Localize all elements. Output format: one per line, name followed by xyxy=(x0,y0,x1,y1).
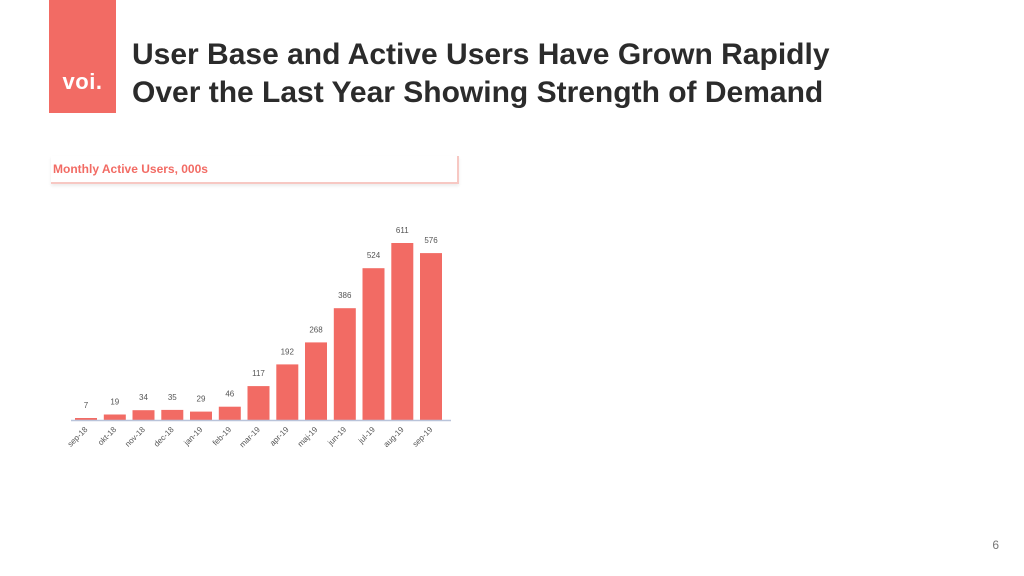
data-label-jan-19: 29 xyxy=(197,395,206,404)
tick-label-apr-19: apr-19 xyxy=(268,425,291,448)
bar-maj-19 xyxy=(305,342,327,420)
chart-title-box: Monthly Active Users, 000s xyxy=(51,156,459,184)
tick-label-maj-19: maj-19 xyxy=(296,425,320,449)
data-label-sep-19: 576 xyxy=(424,236,438,245)
chart-title: Monthly Active Users, 000s xyxy=(53,162,208,176)
data-label-sep-18: 7 xyxy=(84,401,89,410)
data-label-mar-19: 117 xyxy=(252,369,265,378)
tick-label-nov-18: nov-18 xyxy=(123,425,147,449)
data-label-jun-19: 386 xyxy=(338,291,352,300)
bar-jul-19 xyxy=(362,268,385,420)
voi-logo: voi. xyxy=(62,69,103,94)
bar-nov-18 xyxy=(132,410,155,420)
bar-dec-18 xyxy=(161,409,184,420)
slide-title: User Base and Active Users Have Grown Ra… xyxy=(132,36,1002,112)
tick-label-sep-18: sep-18 xyxy=(66,425,90,449)
tick-label-aug-19: aug-19 xyxy=(382,425,406,449)
tick-label-jul-19: jul-19 xyxy=(356,425,377,446)
tick-label-jun-19: jun-19 xyxy=(325,425,348,448)
slide-title-line-2: Over the Last Year Showing Strength of D… xyxy=(132,76,824,109)
tick-label-mar-19: mar-19 xyxy=(238,425,263,450)
data-label-nov-18: 34 xyxy=(139,393,148,402)
tick-label-jan-19: jan-19 xyxy=(182,425,205,448)
data-label-apr-19: 192 xyxy=(281,347,295,356)
tick-label-feb-19: feb-19 xyxy=(211,425,234,448)
data-label-feb-19: 46 xyxy=(225,390,234,399)
bar-apr-19 xyxy=(276,364,299,420)
data-label-okt-18: 19 xyxy=(110,398,119,407)
logo-block: voi. xyxy=(49,0,116,113)
bar-mar-19 xyxy=(247,386,270,420)
bar-aug-19 xyxy=(391,243,414,420)
bar-sep-19 xyxy=(420,253,442,420)
bar-sep-18 xyxy=(75,418,97,420)
slide-title-line-1: User Base and Active Users Have Grown Ra… xyxy=(132,38,830,71)
tick-label-sep-19: sep-19 xyxy=(411,425,435,449)
data-label-dec-18: 35 xyxy=(168,393,177,402)
bar-okt-18 xyxy=(103,414,126,420)
bar-jan-19 xyxy=(190,411,212,420)
bar-feb-19 xyxy=(218,406,241,420)
tick-label-dec-18: dec-18 xyxy=(152,425,176,449)
data-label-maj-19: 268 xyxy=(309,325,323,334)
data-label-aug-19: 611 xyxy=(396,226,409,235)
page-number: 6 xyxy=(992,538,999,552)
data-label-jul-19: 524 xyxy=(367,251,381,260)
bar-jun-19 xyxy=(333,308,356,420)
tick-label-okt-18: okt-18 xyxy=(96,425,118,447)
